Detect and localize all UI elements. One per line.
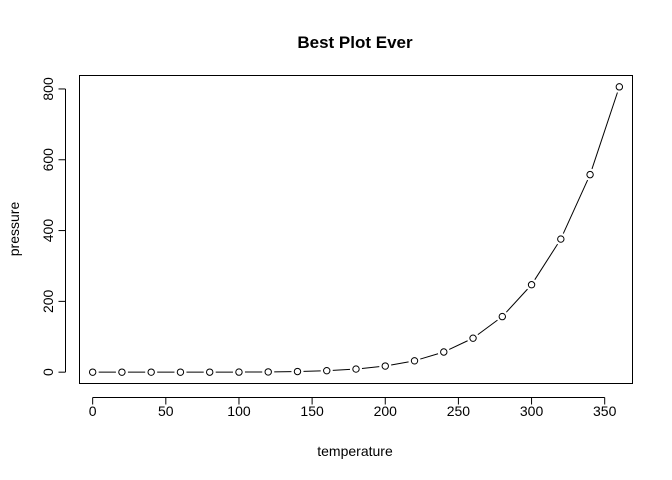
data-point [293,367,302,376]
series-line-segment [534,243,558,280]
chart-title: Best Plot Ever [297,33,413,52]
data-point [88,368,97,376]
x-axis-label: temperature [317,443,393,459]
data-point [235,368,243,376]
data-point [206,368,214,376]
plot-frame [79,75,633,384]
series-line-segment [562,179,589,234]
x-tick-label: 150 [300,403,324,419]
data-point [352,365,360,373]
series-line-segment [420,353,439,360]
data-point [615,83,624,91]
x-tick-label: 50 [158,403,174,419]
y-tick-label: 800 [40,77,56,101]
x-tick-label: 100 [227,403,251,419]
data-point [557,235,565,243]
x-tick-label: 350 [593,403,617,419]
data-point [381,362,389,370]
data-point [586,170,594,179]
data-point [176,368,185,376]
data-point [147,368,155,376]
series-line-segment [591,92,618,170]
data-point [323,366,331,375]
data-point [118,368,126,376]
series-line-segment [391,361,409,366]
y-axis-label: pressure [6,202,22,257]
data-point [527,281,536,289]
x-tick-label: 200 [374,403,398,419]
series-line-segment [448,340,468,350]
data-point [410,357,419,365]
data-point [440,348,448,356]
series-line-segment [477,319,498,336]
series-line-segment [361,366,380,369]
y-tick-label: 0 [40,368,56,376]
y-tick-label: 600 [40,148,56,172]
x-tick-label: 250 [447,403,471,419]
x-tick-label: 0 [89,403,97,419]
data-point [469,334,477,342]
x-tick-label: 300 [520,403,544,419]
y-tick-label: 200 [40,289,56,313]
x-axis: 0 50 100 150 200 250 300 350 [89,397,617,419]
data-layer [88,83,624,376]
y-axis: 0 200 400 600 800 [40,77,66,376]
series-line-segment [505,288,528,313]
data-point [264,368,272,376]
y-tick-label: 400 [40,219,56,243]
series-line-segment [332,368,351,371]
data-point [498,312,506,321]
